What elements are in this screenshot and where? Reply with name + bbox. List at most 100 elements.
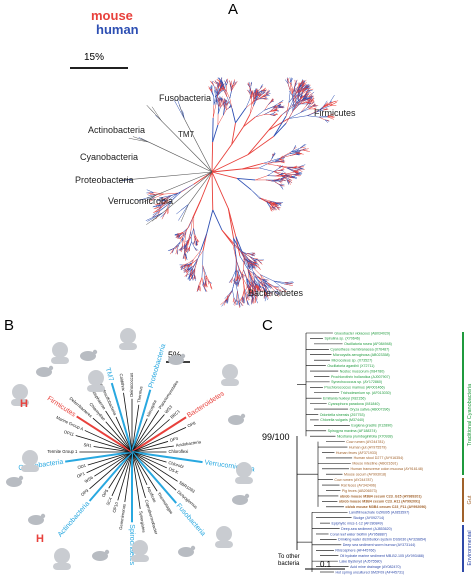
human-head-icon — [88, 370, 104, 386]
tree-a-branch — [284, 282, 294, 285]
tree-a-branch — [184, 273, 189, 277]
tree-b-label: OP5 — [101, 488, 110, 498]
tree-a-branch — [324, 119, 329, 124]
tree-c-taxon: Microcoleus sp. (X73527) — [332, 358, 373, 362]
tree-a-branch — [165, 195, 172, 202]
tree-a-branch — [274, 159, 279, 162]
tree-a-branch — [295, 86, 299, 94]
tree-a-branch — [221, 229, 235, 244]
tree-b-branch — [131, 451, 177, 504]
tree-a-branch — [211, 171, 214, 211]
human-shoulders-icon — [235, 477, 253, 484]
tree-b-branch — [76, 415, 133, 453]
tree-a-branch — [298, 82, 300, 88]
panel-b: B 5% Deinococcus ThermusProteobacteriaNit… — [4, 317, 255, 570]
tree-a-branch — [225, 104, 228, 111]
tree-a-branch — [258, 282, 262, 288]
tree-a-branch — [232, 80, 235, 85]
tree-a-branch — [294, 174, 300, 177]
tree-b-branch — [131, 451, 178, 482]
tree-a-branch — [304, 92, 308, 98]
tree-a-branch — [288, 180, 293, 183]
tree-a-branch — [249, 105, 254, 115]
tree-b-label: OP8 — [187, 420, 197, 428]
tree-a-branch — [247, 269, 255, 280]
tree-a-branch — [179, 232, 185, 236]
tree-a-branch — [264, 97, 269, 100]
label-actinobacteria: Actinobacteria — [88, 125, 145, 135]
tree-b-label: Gemmimonas — [118, 504, 127, 531]
tree-a-branch — [211, 144, 233, 173]
tree-a-branch — [193, 240, 195, 245]
tree-a-branch — [178, 239, 184, 246]
tree-a-branch — [276, 178, 280, 181]
tree-a-minor-branch — [132, 171, 213, 180]
tree-a-branch — [329, 102, 337, 107]
tree-a-branch — [236, 291, 238, 300]
tree-a-branch — [229, 98, 233, 109]
tree-a-branch — [190, 259, 194, 267]
tree-a-branch — [284, 79, 289, 84]
tree-a-branch — [213, 97, 216, 105]
tree-a-branch — [227, 208, 237, 237]
tree-a-branch — [302, 97, 307, 100]
tree-a-branch — [217, 102, 219, 107]
tree-b-branch — [94, 451, 133, 477]
tree-a-branch — [190, 217, 193, 232]
tree-a-branch — [308, 92, 313, 97]
tree-a-branch — [220, 81, 224, 89]
host-silhouettes — [6, 328, 253, 570]
tree-a-branch — [162, 200, 172, 207]
tree-a-branch — [281, 176, 286, 178]
tree-a-branch — [260, 274, 274, 282]
tree-a-branch — [327, 116, 335, 120]
tree-a-branch — [152, 211, 160, 217]
tree-a-branch — [268, 118, 289, 131]
tree-a-branch — [237, 282, 239, 287]
tree-a-branch — [251, 279, 257, 286]
tree-a-branch — [185, 244, 187, 249]
tree-a-branch — [223, 89, 228, 98]
tree-a-branch — [294, 83, 296, 87]
tree-a-branch — [263, 157, 281, 164]
tree-a-minor-twig — [181, 204, 189, 210]
tree-a-branch — [267, 284, 272, 289]
tree-a-branch — [263, 94, 266, 98]
tree-c-taxon: Pig feces (AB206573) — [342, 489, 377, 493]
tree-a-branch — [217, 82, 220, 88]
tree-a-branch — [220, 88, 224, 92]
tree-a-branch — [217, 115, 224, 126]
tree-a-branch — [239, 274, 241, 279]
tree-a-branch — [323, 108, 328, 111]
tree-a-branch — [242, 278, 245, 289]
tree-b-branch — [131, 445, 174, 453]
mouse-icon — [28, 515, 44, 525]
tree-a-branch — [248, 265, 251, 271]
tree-a-branch — [235, 107, 247, 124]
tree-b-branch — [89, 451, 133, 490]
tree-a-branch — [251, 254, 255, 256]
tree-a-branch — [196, 239, 199, 243]
tree-a-branch — [212, 209, 223, 231]
tree-a-branch — [192, 258, 198, 264]
tree-a-branch — [259, 97, 265, 100]
tree-c-taxon: Human transverse colon mucosa (AY916148) — [350, 467, 422, 471]
tree-c-taxon: ob/ob mouse M3B4 cecum C23_F11 (AY992096… — [345, 505, 427, 509]
scale-b-label: 5% — [168, 350, 181, 360]
tree-a-branch — [276, 202, 282, 204]
tree-a-branch — [288, 92, 297, 103]
tree-a-branch — [232, 289, 235, 298]
human-head-icon — [120, 328, 136, 344]
tree-b-label: Deinococcus — [129, 373, 134, 397]
tree-a-branch — [262, 279, 269, 284]
legend-human: human — [96, 22, 139, 37]
tree-a-branch — [278, 100, 283, 104]
tree-b-branch — [111, 451, 133, 497]
legend-mouse: mouse — [91, 8, 133, 23]
tree-b-branch — [105, 410, 133, 453]
tree-a-branch — [231, 84, 234, 91]
tree-a-branch — [303, 87, 311, 90]
tree-a-branch — [252, 295, 255, 304]
tree-a-branch — [185, 253, 188, 261]
tree-a-branch — [152, 209, 161, 216]
